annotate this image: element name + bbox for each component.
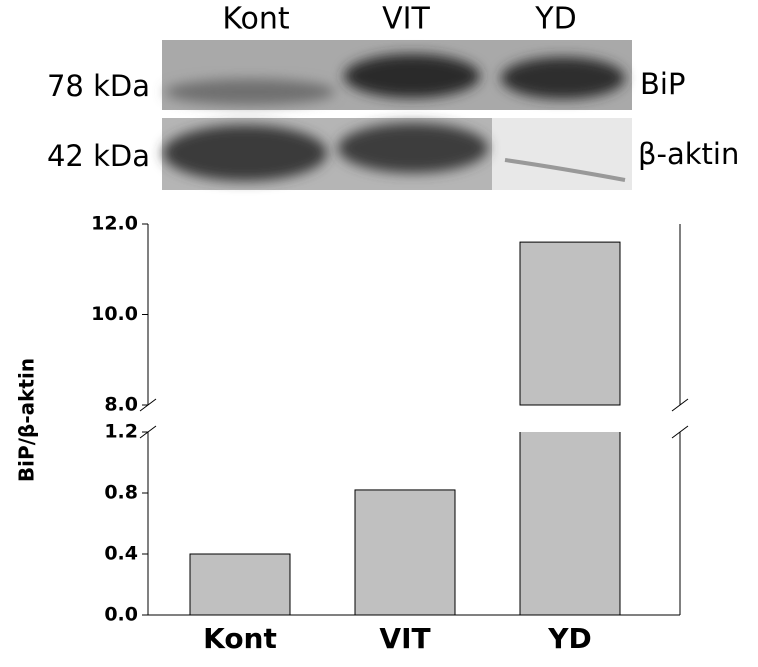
band-size: 42 kDa [47,139,150,173]
bar [520,242,620,405]
y-tick-label: 0.0 [104,604,138,626]
lane-label: YD [534,2,576,37]
bar [355,490,455,615]
y-tick-label: 12.0 [91,213,138,235]
bar [520,432,620,615]
band-protein: BiP [640,67,685,101]
bar [190,554,290,615]
x-tick-label: VIT [379,622,430,655]
figure: Kont VIT YD 78 kDa 42 kDa BiP β-aktin Bi… [0,0,758,663]
band-size: 78 kDa [47,69,150,103]
y-tick-label: 8.0 [104,394,138,416]
western-blot [162,40,632,190]
band-protein: β-aktin [638,137,739,171]
x-tick-label: Kont [203,622,277,655]
page: {"blot": {"lanes": ["Kont", "VIT", "YD"]… [0,0,758,663]
y-tick-label: 10.0 [91,303,138,325]
y-tick-label: 0.4 [104,543,138,565]
lane-label: Kont [222,2,290,37]
y-axis-label: BiP/β-aktin [15,358,39,482]
lane-label: VIT [382,2,430,37]
y-tick-label: 1.2 [104,421,138,443]
y-tick-label: 0.8 [104,482,138,504]
x-tick-label: YD [547,622,592,655]
